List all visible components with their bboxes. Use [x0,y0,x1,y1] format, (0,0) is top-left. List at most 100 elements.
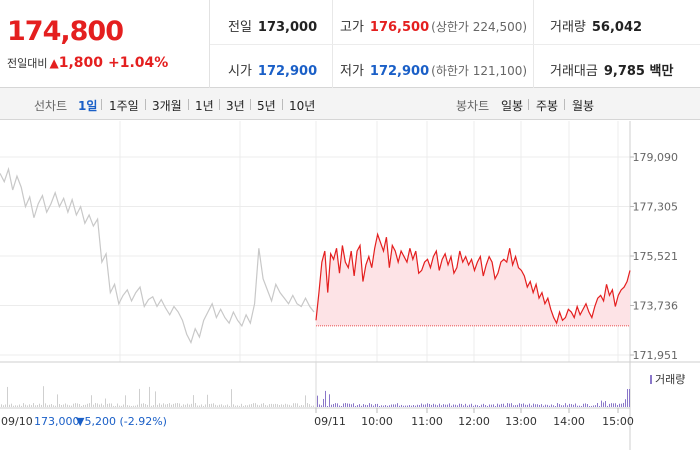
prev-volume-bar [167,403,168,407]
volume-bar [531,405,532,407]
prev-volume-bar [215,404,216,407]
prev-volume-bar [193,395,194,407]
prev-volume-bar [201,404,202,407]
volume-bar [517,404,518,407]
volume-bar [477,405,478,407]
prev-volume-bar [135,405,136,407]
y-tick-label: 177,305 [633,201,679,214]
change-label: 전일대비 [7,57,48,70]
volume-bar [491,404,492,407]
prev-volume-bar [37,405,38,407]
prev-volume-bar [9,404,10,407]
prev-volume-bar [57,394,58,407]
volume-bar [373,405,374,407]
volume-bar [385,405,386,407]
prev-volume-bar [5,404,6,407]
open-price: 시가 172,900 [228,64,318,79]
tab-1week[interactable]: 1주일 [109,99,139,113]
volume-bar [433,403,434,407]
prev-volume-bar [101,403,102,407]
prev-volume-bar [169,403,170,407]
volume-bar [611,403,612,407]
prev-volume-bar [249,404,250,407]
volume-bar [341,405,342,407]
prev-volume-bar [289,404,290,407]
volume-bar [497,403,498,407]
prev-volume-bar [1,404,2,407]
prev-volume-bar [287,404,288,407]
tab-5year[interactable]: 5년 [257,99,276,113]
volume-bar [367,405,368,407]
high-price: 고가 176,500 (상한가 224,500) [340,20,528,35]
volume-bar [463,405,464,407]
volume-bar [335,403,336,407]
volume-bar [567,405,568,407]
prev-volume-bar [281,404,282,407]
prev-volume-bar [15,405,16,407]
y-tick-label: 179,090 [633,151,679,164]
prev-volume-bar [125,395,126,407]
prev-volume-bar [207,394,208,407]
volume-bar [327,405,328,407]
volume-bar [437,405,438,407]
tab-3year[interactable]: 3년 [226,99,245,113]
tab-10year[interactable]: 10년 [289,99,316,113]
prev-volume-bar [261,403,262,407]
volume-bar [547,404,548,407]
x-tick-label: 11:00 [411,415,443,428]
volume-bar [563,405,564,407]
volume-bar [583,403,584,407]
volume-bar [599,405,600,407]
today-line [315,232,631,325]
volume-bar [605,401,606,407]
volume-bar [503,403,504,407]
volume-bar [533,403,534,407]
volume-bar [613,403,614,407]
x-tick-label: 09/11 [314,415,346,428]
volume-bar [521,403,522,407]
tab-1day[interactable]: 1일 [78,99,98,113]
prev-day-close: 173,000 [34,415,80,428]
prev-volume-bar [123,404,124,407]
prev-volume-bar [313,405,314,407]
prev-volume-bar [177,403,178,407]
tab-monthly-candle[interactable]: 월봉 [572,99,595,113]
prev-volume-bar [259,405,260,407]
tab-3month[interactable]: 3개월 [152,99,182,113]
tab-daily-candle[interactable]: 일봉 [501,99,524,113]
prev-volume-bar [185,404,186,407]
prev-volume-bar [131,405,132,407]
prev-volume-bar [27,405,28,407]
volume-bar [453,404,454,407]
prev-volume-bar [219,404,220,407]
volume-bar [415,405,416,407]
prev-volume-bar [153,405,154,407]
prev-volume-bar [21,405,22,407]
volume-bar [363,404,364,407]
prev-volume-bar [31,405,32,407]
prev-volume-bar [265,404,266,407]
prev-volume-bar [133,405,134,407]
volume-bar [507,403,508,407]
volume-bar [457,405,458,407]
prev-volume-bar [175,403,176,407]
volume-bar [581,405,582,407]
prev-volume-bar [247,405,248,407]
volume-bar [319,404,320,407]
volume-bar [391,404,392,407]
prev-volume-bar [155,391,156,407]
prev-volume-bar [209,404,210,407]
prev-volume-bar [213,403,214,407]
prev-volume-bar [221,404,222,407]
volume-bar [355,405,356,407]
tab-1year[interactable]: 1년 [195,99,214,113]
prev-volume-bar [77,403,78,407]
volume-bar [417,404,418,407]
prev-volume-bar [139,388,140,407]
volume-bar [609,403,610,407]
prev-volume-bar [33,403,34,407]
tab-weekly-candle[interactable]: 주봉 [536,99,559,113]
volume-bar [445,404,446,407]
volume-bar [439,403,440,407]
volume-bar [333,403,334,407]
